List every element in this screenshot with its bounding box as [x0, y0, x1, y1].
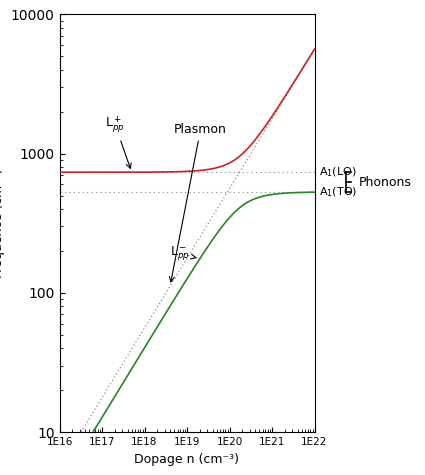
Text: Plasmon: Plasmon	[169, 123, 227, 282]
Text: L$^-_{pp}$: L$^-_{pp}$	[170, 245, 196, 263]
Text: Phonons: Phonons	[359, 176, 412, 189]
Text: L$^+_{pp}$: L$^+_{pp}$	[105, 115, 131, 168]
Text: A$_1$(TO): A$_1$(TO)	[319, 185, 357, 199]
X-axis label: Dopage n (cm⁻³): Dopage n (cm⁻³)	[134, 453, 240, 465]
Y-axis label: Fréquence (cm⁻¹): Fréquence (cm⁻¹)	[0, 169, 5, 278]
Text: A$_1$(LO): A$_1$(LO)	[319, 165, 357, 179]
